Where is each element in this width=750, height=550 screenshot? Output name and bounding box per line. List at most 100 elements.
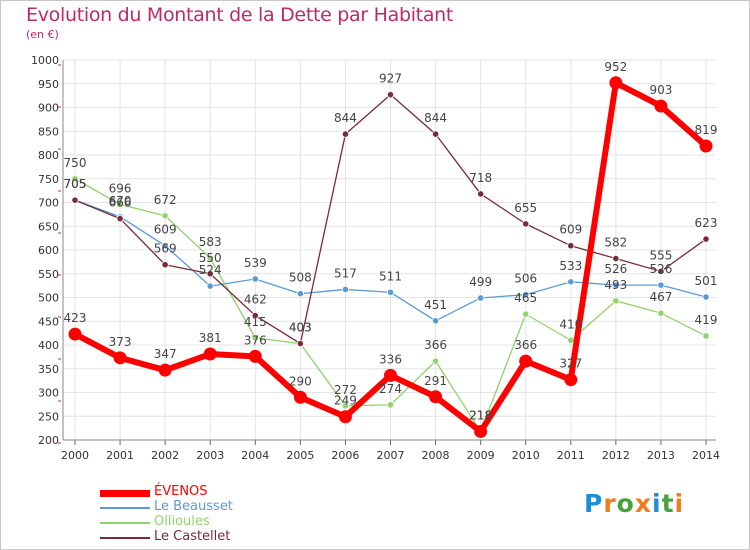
- data-point-le-beausset: [657, 281, 665, 289]
- chart-title: Evolution du Montant de la Dette par Hab…: [26, 4, 454, 26]
- data-point-le-castellet: [657, 267, 665, 275]
- legend-swatch: [100, 489, 150, 497]
- data-point-le-beausset: [702, 293, 710, 301]
- logo-letter: i: [652, 489, 662, 518]
- y-tick-label: 400: [38, 339, 59, 352]
- logo-letter: P: [584, 489, 604, 518]
- data-label-ollioules: 672: [154, 193, 177, 207]
- data-point-le-castellet: [567, 242, 575, 250]
- data-point-le-beausset: [296, 290, 304, 298]
- data-label--venos: 376: [244, 333, 267, 347]
- data-label-ollioules: 493: [604, 278, 627, 292]
- data-point-le-castellet: [702, 235, 710, 243]
- data-label-le-castellet: 569: [154, 242, 177, 256]
- data-label-le-castellet: 403: [289, 321, 312, 335]
- data-point-le-beausset: [386, 288, 395, 296]
- data-point-le-castellet: [477, 190, 485, 198]
- data-point-le-castellet: [116, 215, 124, 223]
- data-label-ollioules: 696: [109, 181, 132, 195]
- data-label-le-beausset: 609: [154, 223, 177, 237]
- data-point-le-beausset: [431, 317, 440, 325]
- data-point-le-castellet: [251, 311, 259, 320]
- data-label-le-castellet: 718: [469, 171, 492, 185]
- data-point--venos: [248, 349, 262, 363]
- data-label-le-castellet: 666: [109, 196, 132, 210]
- data-label-le-beausset: 526: [649, 262, 672, 276]
- data-point--venos: [519, 354, 533, 368]
- data-label-le-castellet: 705: [64, 177, 87, 191]
- legend-label: Le Beausset: [154, 499, 233, 514]
- data-label-le-beausset: 517: [334, 266, 357, 280]
- legend-label: ÉVENOS: [154, 484, 208, 499]
- x-tick-label: 2012: [602, 449, 630, 462]
- data-point-ollioules: [341, 402, 350, 410]
- data-label-ollioules: 274: [379, 382, 402, 396]
- x-tick-label: 2000: [61, 449, 89, 462]
- x-tick-label: 2006: [331, 449, 359, 462]
- data-label-le-beausset: 508: [289, 271, 312, 285]
- data-label-ollioules: 403: [289, 321, 312, 335]
- data-point-ollioules: [657, 309, 665, 317]
- x-tick-label: 2009: [467, 449, 495, 462]
- data-label--venos: 249: [334, 394, 357, 408]
- data-label--venos: 336: [379, 352, 402, 366]
- data-point-ollioules: [612, 297, 620, 305]
- x-tick-label: 2002: [151, 449, 179, 462]
- y-tick-label: 900: [38, 102, 59, 115]
- data-label--venos: 290: [289, 374, 312, 388]
- data-point-le-castellet: [341, 130, 350, 138]
- data-label-le-beausset: 524: [199, 263, 222, 277]
- y-tick-label: 800: [38, 149, 59, 162]
- data-point-le-castellet: [206, 270, 214, 278]
- data-label-le-beausset: 705: [64, 177, 87, 191]
- data-label--venos: 903: [649, 83, 672, 97]
- data-label-le-beausset: 526: [604, 262, 627, 276]
- data-label-le-beausset: 539: [244, 256, 267, 270]
- data-label-ollioules: 366: [424, 338, 447, 352]
- data-point-le-beausset: [567, 278, 575, 286]
- x-tick-label: 2014: [692, 449, 720, 462]
- x-tick-label: 2010: [512, 449, 540, 462]
- y-tick-label: 450: [38, 315, 59, 328]
- y-tick-label: 750: [38, 173, 59, 186]
- y-tick-label: 350: [38, 363, 59, 376]
- data-point-le-beausset: [251, 275, 259, 283]
- data-point--venos: [338, 410, 352, 424]
- data-label-le-castellet: 555: [649, 248, 672, 262]
- logo-letter: o: [616, 489, 635, 518]
- data-label-le-castellet: 927: [379, 72, 402, 86]
- data-point--venos: [158, 363, 172, 377]
- logo-letter: x: [634, 489, 652, 518]
- data-point-le-beausset: [522, 291, 530, 299]
- logo-letter: r: [603, 489, 617, 518]
- data-point-le-beausset: [477, 294, 485, 302]
- data-point--venos: [203, 347, 217, 361]
- data-point-le-castellet: [612, 254, 620, 263]
- data-label-le-castellet: 844: [334, 111, 357, 125]
- data-point-le-castellet: [296, 339, 304, 348]
- data-point-ollioules: [71, 175, 79, 183]
- data-point-le-beausset: [161, 242, 169, 250]
- data-point-le-castellet: [522, 220, 530, 228]
- legend-label: Le Castellet: [154, 529, 231, 544]
- data-point-le-beausset: [341, 285, 350, 294]
- y-tick-label: 300: [38, 387, 59, 400]
- legend-swatch: [100, 537, 150, 539]
- y-tick-label: 550: [38, 268, 59, 281]
- proxiti-logo: Proxiti: [584, 489, 684, 518]
- data-labels: 423 373 347 381 376 290 249 336 291 218 366 327 952 9…: [64, 60, 718, 423]
- data-point-ollioules: [386, 401, 395, 409]
- y-tick-label: 500: [38, 292, 59, 305]
- data-point--venos: [474, 424, 488, 438]
- x-tick-label: 2003: [196, 449, 224, 462]
- data-label--venos: 423: [64, 311, 87, 325]
- data-point--venos: [68, 327, 82, 341]
- data-label-le-beausset: 511: [379, 269, 402, 283]
- data-label--venos: 373: [109, 335, 132, 349]
- data-label-le-castellet: 844: [424, 111, 447, 125]
- data-point--venos: [564, 373, 578, 387]
- legend-swatch: [100, 507, 150, 509]
- y-tick-label: 950: [38, 78, 59, 91]
- x-tick-label: 2011: [557, 449, 585, 462]
- data-point-le-beausset: [612, 281, 620, 289]
